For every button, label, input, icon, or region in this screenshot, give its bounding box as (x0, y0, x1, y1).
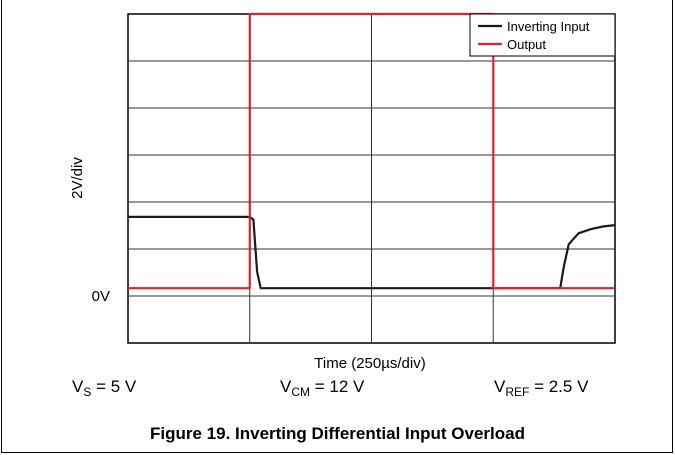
grid (127, 13, 616, 344)
y-axis-label: 2V/div (69, 157, 86, 199)
legend-label: Output (507, 37, 546, 52)
traces (128, 12, 616, 290)
x-axis-label: Time (250µs/div) (314, 355, 426, 372)
condition-vs: VS = 5 V (72, 377, 137, 399)
condition-vref: VREF = 2.5 V (494, 377, 589, 399)
legend-label: Inverting Input (507, 19, 590, 34)
legend-box (469, 13, 616, 57)
legend: Inverting Input Output (469, 13, 616, 57)
series-line-output (128, 12, 615, 290)
figure-caption: Figure 19. Inverting Differential Input … (149, 424, 525, 443)
zero-volt-label: 0V (92, 288, 110, 305)
condition-vcm: VCM = 12 V (280, 377, 365, 399)
